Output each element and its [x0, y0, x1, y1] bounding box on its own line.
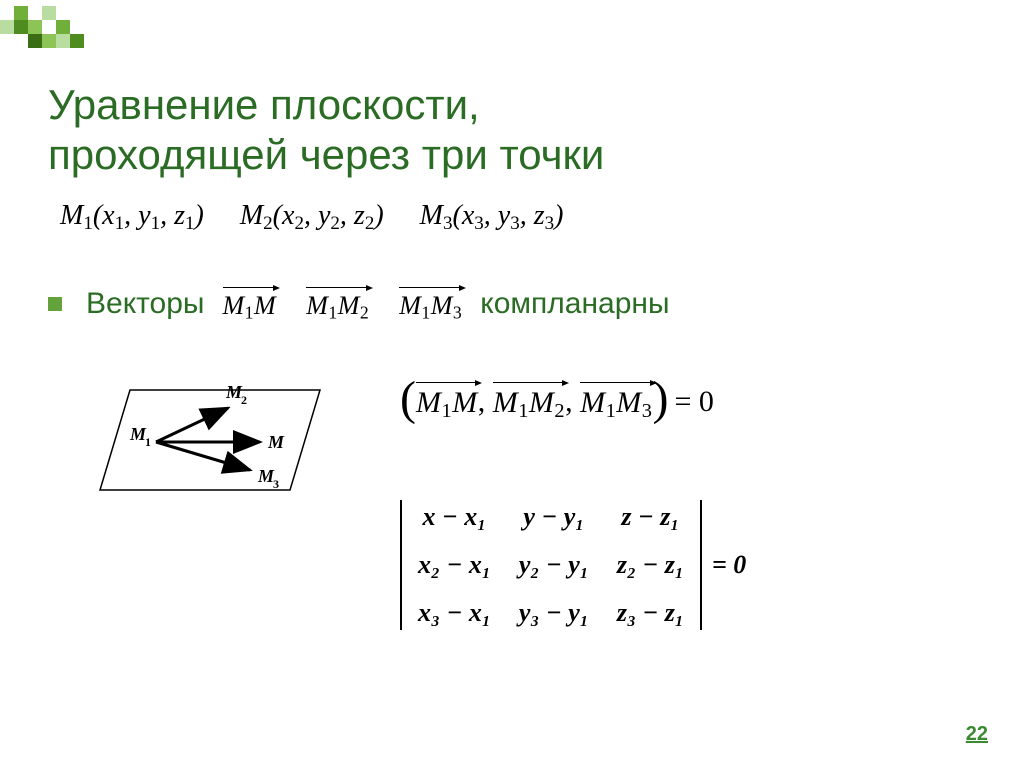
title-line-1: Уравнение плоскости,	[48, 81, 480, 128]
right-paren-icon: )	[653, 385, 669, 414]
left-paren-icon: (	[400, 385, 416, 414]
det-r1c0: x₂ − x₁	[418, 550, 491, 580]
point-m3: M3(x3, y3, z3)	[420, 200, 564, 235]
label-vectors: Векторы	[86, 287, 205, 321]
det-rhs: = 0	[712, 550, 746, 580]
det-r2c2: z₃ − z₁	[617, 598, 684, 628]
corner-decor	[0, 0, 200, 60]
determinant-grid: x − x₁ y − y₁ z − z₁ x₂ − x₁ y₂ − y₁ z₂ …	[400, 500, 702, 630]
page-title: Уравнение плоскости, проходящей через тр…	[48, 80, 604, 181]
label-coplanar: компланарны	[480, 287, 669, 321]
decor-square	[14, 20, 28, 34]
decor-square	[42, 34, 56, 48]
det-r0c2: z − z₁	[617, 502, 684, 532]
vector-m1m: M1M	[223, 285, 277, 323]
det-r2c0: x₃ − x₁	[418, 598, 491, 628]
decor-square	[28, 20, 42, 34]
slide-number: 22	[966, 723, 988, 746]
vector-m1m2: M1M2	[306, 285, 369, 323]
svg-text:2: 2	[241, 393, 247, 407]
tp-v1: M1M	[416, 380, 478, 423]
decor-square	[14, 6, 28, 20]
decor-square	[28, 34, 42, 48]
vectors-coplanar-row: Векторы M1M M1M2 M1M3 компланарны	[48, 285, 670, 323]
det-r0c0: x − x₁	[418, 502, 491, 532]
svg-text:M: M	[267, 432, 285, 452]
determinant-equation: x − x₁ y − y₁ z − z₁ x₂ − x₁ y₂ − y₁ z₂ …	[400, 500, 746, 630]
det-r1c2: z₂ − z₁	[617, 550, 684, 580]
point-m1: M1(x1, y1, z1)	[60, 200, 204, 235]
tp-rhs: = 0	[674, 385, 713, 419]
vector-list: M1M M1M2 M1M3	[223, 285, 463, 323]
svg-text:3: 3	[273, 477, 279, 491]
vector-m1m3: M1M3	[399, 285, 462, 323]
det-r2c1: y₃ − y₁	[519, 598, 589, 628]
decor-square	[70, 34, 84, 48]
triple-product-equation: ( M1M , M1M2 , M1M3 ) = 0	[400, 380, 714, 423]
point-m2: M2(x2, y2, z2)	[240, 200, 384, 235]
decor-square	[42, 6, 56, 20]
bullet-icon	[48, 297, 62, 311]
decor-square	[0, 20, 14, 34]
det-r0c1: y − y₁	[519, 502, 589, 532]
points-definition: M1(x1, y1, z1) M2(x2, y2, z2) M3(x3, y3,…	[60, 200, 563, 235]
decor-square	[56, 34, 70, 48]
tp-v2: M1M2	[493, 380, 565, 423]
title-line-2: проходящей через три точки	[48, 131, 604, 178]
decor-square	[56, 20, 70, 34]
tp-v3: M1M3	[580, 380, 652, 423]
svg-text:1: 1	[145, 435, 151, 449]
det-r1c1: y₂ − y₁	[519, 550, 589, 580]
plane-diagram: M 1 M 2 M M 3	[90, 360, 350, 515]
